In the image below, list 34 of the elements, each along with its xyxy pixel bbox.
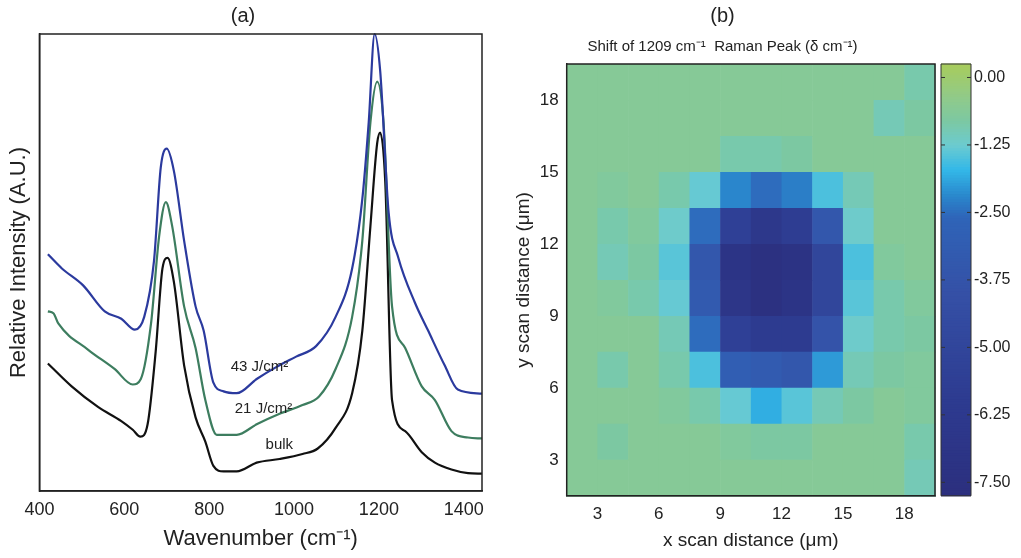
color-bar-label: -5.00 (974, 337, 1011, 355)
x-tick-label: 1200 (358, 498, 399, 519)
y-tick-label: 9 (549, 305, 559, 325)
y-axis-title: y scan distance (μm) (511, 192, 533, 368)
x-axis-title: Wavenumber (cm⁻¹) (163, 524, 358, 550)
x-tick-label: 1000 (273, 498, 315, 519)
y-tick-label: 6 (549, 377, 559, 397)
x-tick-label: 400 (24, 498, 55, 519)
y-tick-label: 15 (539, 161, 559, 181)
x-tick-label: 12 (772, 503, 792, 523)
y-tick-label: 12 (539, 233, 559, 253)
color-bar-label: -3.75 (974, 270, 1011, 288)
series-label: bulk (265, 435, 294, 453)
color-bar-label: 0.00 (974, 67, 1006, 85)
y-tick-label: 3 (549, 449, 559, 469)
x-tick-label: 6 (654, 503, 664, 523)
color-bar-label: -2.50 (974, 202, 1011, 220)
x-tick-label: 9 (715, 503, 725, 523)
chart-title: (b) (710, 3, 735, 26)
chart-subtitle: Shift of 1209 cm⁻¹ Raman Peak (δ cm⁻¹) (587, 37, 858, 55)
x-tick-label: 15 (833, 503, 853, 523)
x-tick-label: 1400 (443, 498, 484, 519)
x-tick-label: 3 (592, 503, 603, 523)
y-tick-label: 18 (539, 89, 559, 109)
color-bar-label: -7.50 (974, 472, 1011, 490)
series-label: 21 J/cm² (234, 398, 293, 416)
y-axis-title: Relative Intensity (A.U.) (5, 146, 31, 379)
color-bar-label: -1.25 (974, 135, 1011, 153)
x-axis-title: x scan distance (μm) (663, 528, 839, 550)
x-tick-label: 18 (894, 503, 914, 523)
chart-title: (a) (230, 3, 256, 26)
color-bar-label: -6.25 (974, 405, 1011, 423)
x-tick-label: 600 (109, 498, 140, 519)
x-tick-label: 800 (194, 498, 225, 519)
